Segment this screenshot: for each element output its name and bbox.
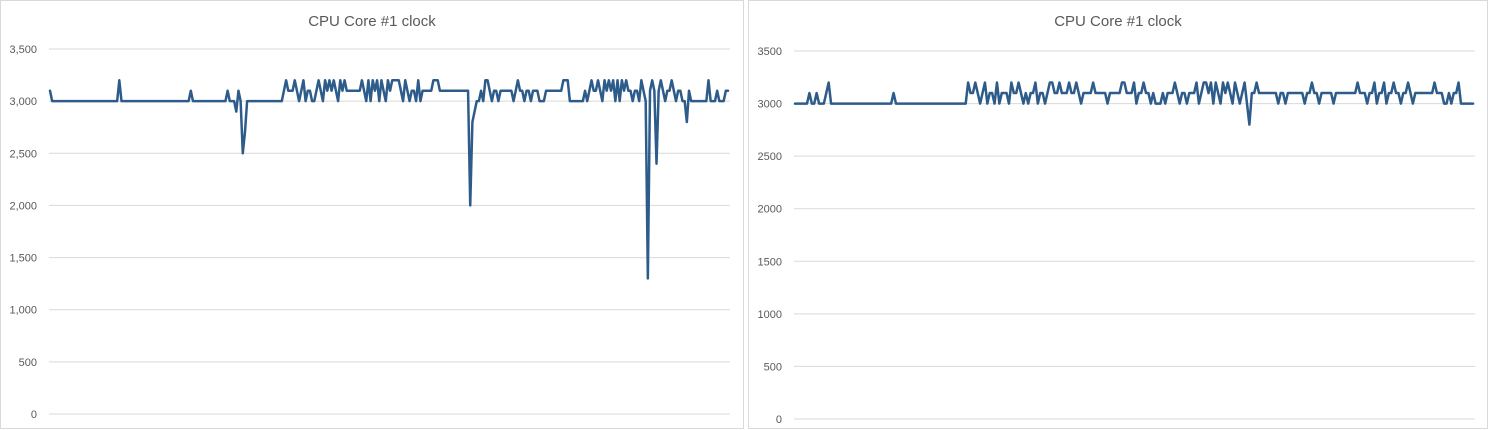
chart-panel-left: CPU Core #1 clock 0 500 1,000 1,500 2,000 2,5… xyxy=(0,0,744,429)
chart-title: CPU Core #1 clock xyxy=(1054,13,1182,30)
y-tick-label: 0 xyxy=(31,409,37,421)
chart-svg: 0 500 1,000 1,500 2,000 2,500 3,000 3,500 xyxy=(9,44,730,421)
chart-panel-right: CPU Core #1 clock 0 500 1000 1500 2000 2500 30… xyxy=(748,0,1488,429)
y-tick-label: 500 xyxy=(19,357,37,369)
series-line xyxy=(48,79,730,280)
y-tick-label: 2,000 xyxy=(9,200,37,212)
series-line xyxy=(793,81,1475,126)
y-tick-label: 1,000 xyxy=(9,305,37,317)
y-tick-label: 3500 xyxy=(758,46,782,58)
y-tick-label: 3,500 xyxy=(9,44,37,56)
chart-title: CPU Core #1 clock xyxy=(308,13,436,30)
y-tick-label: 0 xyxy=(776,414,782,426)
y-tick-label: 3,000 xyxy=(9,96,37,108)
chart-svg: 0 500 1000 1500 2000 2500 3000 3500 xyxy=(758,46,1475,426)
y-tick-label: 1500 xyxy=(758,256,782,268)
y-tick-label: 2,500 xyxy=(9,148,37,160)
y-tick-label: 1,500 xyxy=(9,253,37,265)
y-tick-label: 3000 xyxy=(758,99,782,111)
y-tick-label: 500 xyxy=(764,361,782,373)
y-tick-label: 2000 xyxy=(758,204,782,216)
y-tick-label: 2500 xyxy=(758,151,782,163)
y-tick-label: 1000 xyxy=(758,309,782,321)
